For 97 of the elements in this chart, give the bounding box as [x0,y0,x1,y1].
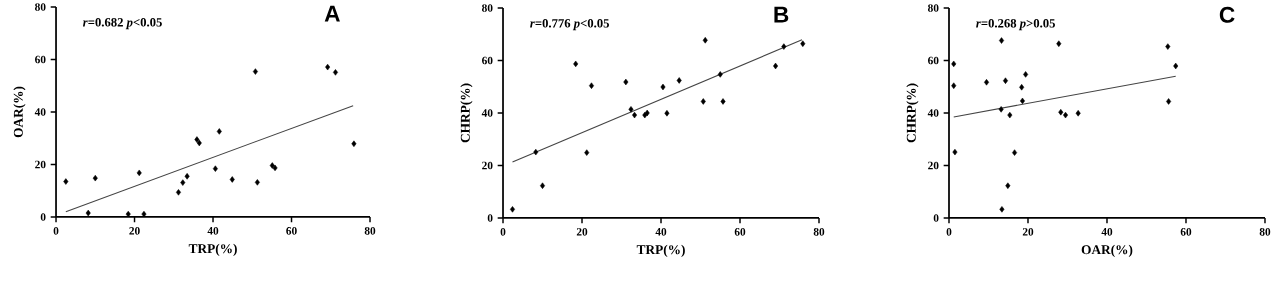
point [212,165,218,172]
point [229,176,235,183]
point [676,77,682,84]
annotation: r=0.682 p<0.05 [82,18,162,30]
y-tick-label: 80 [928,4,939,12]
chart-title: C [1219,6,1235,23]
point [628,106,634,113]
point [660,83,666,91]
y-tick-label: 20 [482,161,493,170]
point [700,98,706,105]
point [1166,98,1172,105]
point [272,164,278,172]
x-axis-title: TRP(%) [188,243,237,256]
y-tick-label: 40 [927,109,939,117]
point [584,149,590,156]
point [1173,62,1179,70]
point [216,128,222,135]
point [136,169,142,177]
x-axis-title: TRP(%) [636,244,685,257]
x-tick-label: 80 [1259,228,1271,236]
y-tick-label: 40 [481,109,493,117]
y-tick-label: 60 [482,56,493,65]
point [1165,43,1171,50]
x-tick-label: 0 [946,228,952,236]
point [325,63,331,71]
x-tick-label: 0 [500,228,506,236]
point [773,62,779,70]
x-tick-label: 80 [364,227,376,235]
point [533,148,539,156]
point [951,82,957,89]
chart-title: A [324,5,340,22]
y-tick-label: 60 [35,55,46,64]
point [800,40,806,47]
point [781,43,787,50]
y-tick-label: 20 [928,161,939,170]
y-tick-label: 0 [933,214,939,222]
x-tick-label: 60 [286,227,297,235]
chart-title: B [774,6,789,23]
x-tick-label: 20 [576,228,588,236]
point [1007,111,1013,119]
x-tick-label: 40 [655,228,667,236]
point [999,37,1004,44]
point [540,182,545,189]
x-tick-label: 20 [1022,228,1034,236]
point [1023,71,1029,78]
point [510,206,515,213]
point [623,78,629,86]
x-tick-label: 60 [734,228,746,236]
point [999,206,1005,213]
x-tick-label: 0 [53,227,59,235]
point [702,37,708,44]
point [1012,149,1018,156]
x-tick-label: 40 [1101,228,1113,236]
point [351,140,357,147]
y-axis-title: CHRP(%) [460,83,473,143]
point [1019,84,1025,91]
point [180,179,186,186]
y-tick-label: 0 [40,213,46,221]
y-tick-label: 40 [34,108,46,116]
point [92,174,98,182]
annotation: r=0.268 p>0.05 [976,19,1055,31]
point [1056,40,1062,47]
point [664,110,670,117]
point [1058,109,1064,116]
point [717,71,723,78]
point [252,68,258,75]
point [196,139,202,147]
y-tick-label: 20 [35,160,46,169]
point [998,106,1004,113]
y-tick-label: 60 [928,56,939,65]
point [63,178,69,185]
point [254,179,260,186]
x-axis-title: OAR(%) [1081,244,1133,257]
point [85,209,91,217]
point [573,60,579,68]
point [984,79,989,86]
point [951,60,957,68]
point [952,148,958,156]
point [1005,182,1011,189]
y-axis-title: CHRP(%) [906,83,919,143]
y-axis-title: OAR(%) [13,86,26,138]
point [632,111,638,119]
y-tick-label: 80 [35,3,46,11]
point [589,82,594,89]
annotation: r=0.776 p<0.05 [530,19,610,31]
point [720,98,726,105]
point [333,69,338,76]
point [1003,77,1008,84]
y-tick-label: 0 [487,214,493,222]
x-tick-label: 40 [207,227,219,235]
x-tick-label: 60 [1180,228,1192,236]
y-tick-label: 80 [482,4,493,12]
point [176,189,181,196]
x-tick-label: 80 [813,228,825,236]
x-tick-label: 20 [129,227,140,235]
point [184,173,190,180]
point [1075,110,1081,117]
